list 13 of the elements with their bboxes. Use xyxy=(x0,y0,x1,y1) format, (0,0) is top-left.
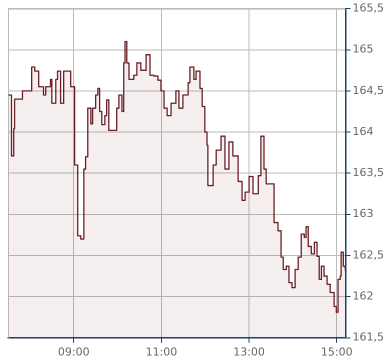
y-tick-label: 162 xyxy=(352,290,374,303)
x-tick-label: 15:00 xyxy=(320,345,353,358)
y-tick-label: 163,5 xyxy=(352,166,384,180)
x-tick-label: 13:00 xyxy=(233,345,265,358)
y-tick-label: 164,5 xyxy=(352,84,384,97)
y-tick-label: 164 xyxy=(352,124,374,138)
y-tick-label: 163 xyxy=(352,207,374,220)
y-tick-label: 165 xyxy=(352,42,374,56)
y-tick-label: 161,5 xyxy=(352,330,384,344)
x-tick-label: 11:00 xyxy=(146,345,178,358)
y-tick-label: 165,5 xyxy=(352,1,384,14)
y-tick-label: 162,5 xyxy=(352,248,384,262)
x-tick-label: 09:00 xyxy=(58,345,90,358)
